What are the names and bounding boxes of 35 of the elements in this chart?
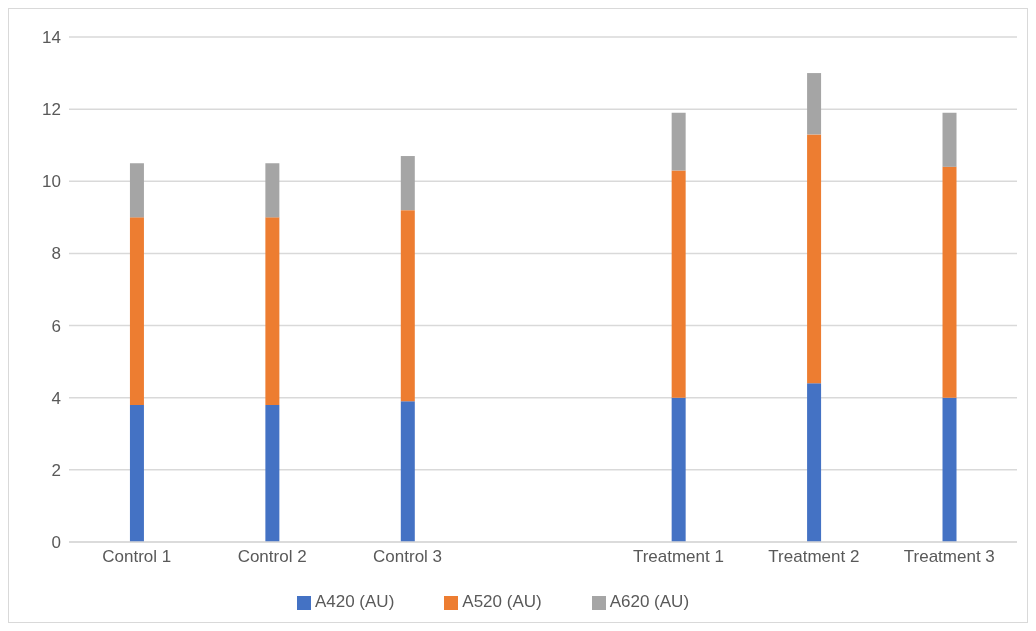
bar	[265, 163, 280, 218]
y-tick-label: 10	[42, 172, 61, 192]
legend-label: A420 (AU)	[314, 592, 395, 611]
bar	[129, 217, 144, 405]
bar	[400, 210, 415, 402]
x-tick-label: Control 1	[102, 547, 172, 567]
x-tick-label: Control 2	[237, 547, 307, 567]
bar	[942, 112, 957, 167]
bar	[265, 217, 280, 405]
bar	[400, 156, 415, 211]
x-tick-label: Control 3	[373, 547, 443, 567]
bar	[942, 166, 957, 398]
bar	[807, 134, 822, 384]
bar	[671, 170, 686, 398]
y-tick-label: 14	[42, 28, 61, 48]
x-tick-label: Treatment 2	[768, 547, 860, 567]
y-tick-label: 6	[51, 316, 61, 336]
y-tick-label: 8	[51, 244, 61, 264]
bar	[400, 401, 415, 542]
bar	[129, 404, 144, 542]
bar	[129, 163, 144, 218]
bar	[807, 383, 822, 542]
bar	[671, 397, 686, 542]
x-tick-label: Treatment 1	[632, 547, 724, 567]
legend-label: A620 (AU)	[609, 592, 690, 611]
y-tick-label: 2	[51, 460, 61, 480]
bar	[265, 404, 280, 542]
y-tick-label: 12	[42, 100, 61, 120]
y-tick-label: 4	[51, 388, 61, 408]
y-tick-label: 0	[51, 533, 61, 553]
x-tick-label: Treatment 3	[903, 547, 995, 567]
bar	[671, 112, 686, 171]
legend-label: A520 (AU)	[462, 592, 542, 611]
bar	[942, 397, 957, 542]
bar	[807, 73, 822, 135]
